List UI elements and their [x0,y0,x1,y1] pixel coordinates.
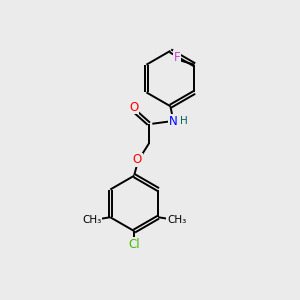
Text: F: F [174,51,180,64]
Text: N: N [168,115,177,128]
Text: CH₃: CH₃ [82,214,101,225]
Text: O: O [130,100,139,114]
Text: CH₃: CH₃ [167,214,186,225]
Text: H: H [180,116,188,126]
Text: Cl: Cl [128,238,140,251]
Text: O: O [133,153,142,166]
